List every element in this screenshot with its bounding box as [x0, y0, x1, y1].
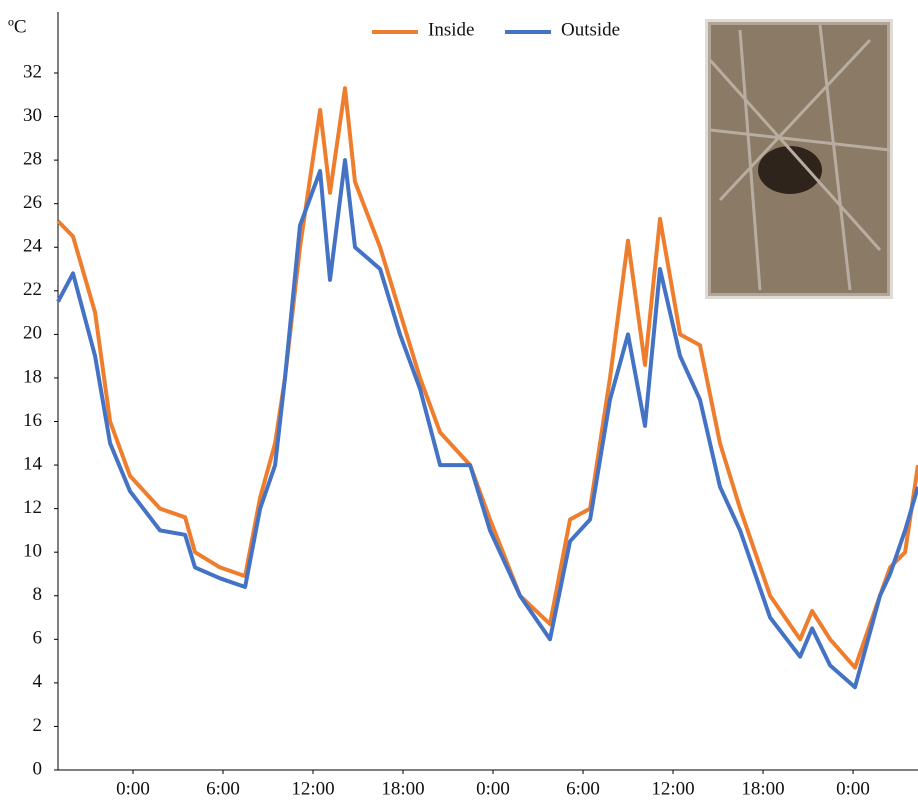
- y-tick-label: 2: [33, 715, 43, 736]
- x-tick-label: 12:00: [651, 778, 694, 799]
- x-tick-label: 0:00: [476, 778, 510, 799]
- y-tick-label: 28: [23, 148, 42, 169]
- y-tick-label: 20: [23, 323, 42, 344]
- y-tick-label: 24: [23, 236, 43, 257]
- y-tick-label: 30: [23, 105, 42, 126]
- y-tick-label: 14: [23, 453, 43, 474]
- y-unit: ºC: [8, 16, 27, 37]
- legend-label: Inside: [428, 19, 474, 40]
- x-tick-label: 0:00: [116, 778, 150, 799]
- y-tick-label: 22: [23, 279, 42, 300]
- x-tick-label: 6:00: [566, 778, 600, 799]
- x-tick-label: 0:00: [836, 778, 870, 799]
- y-tick-label: 12: [23, 497, 42, 518]
- y-tick-label: 4: [33, 671, 43, 692]
- y-tick-label: 26: [23, 192, 42, 213]
- x-tick-label: 6:00: [206, 778, 240, 799]
- x-tick-label: 12:00: [291, 778, 334, 799]
- y-tick-label: 18: [23, 366, 42, 387]
- nest-photo: [708, 22, 890, 296]
- legend-label: Outside: [561, 19, 620, 40]
- chart: ºC 024681012141618202224262830320:006:00…: [0, 0, 918, 800]
- x-tick-label: 18:00: [381, 778, 424, 799]
- y-tick-label: 0: [33, 758, 43, 779]
- y-tick-label: 32: [23, 61, 42, 82]
- y-tick-label: 16: [23, 410, 42, 431]
- y-tick-label: 6: [33, 628, 43, 649]
- x-tick-label: 18:00: [741, 778, 784, 799]
- y-tick-label: 8: [33, 584, 43, 605]
- y-tick-label: 10: [23, 541, 42, 562]
